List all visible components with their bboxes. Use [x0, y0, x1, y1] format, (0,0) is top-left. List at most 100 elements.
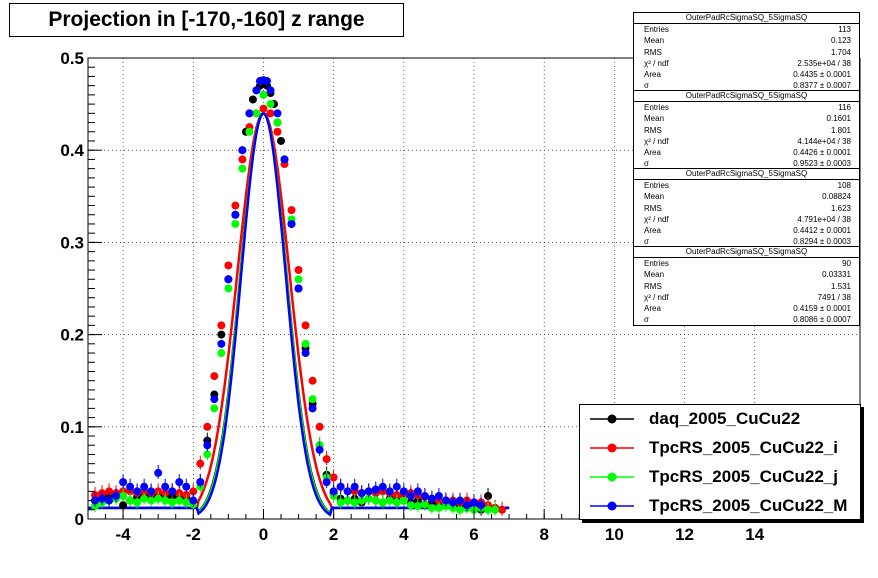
data-point — [252, 86, 261, 95]
data-point — [392, 482, 401, 491]
stat-value: 0.123 — [830, 36, 851, 46]
data-point — [371, 496, 380, 505]
stat-label: χ² / ndf — [644, 58, 669, 68]
data-point — [210, 395, 219, 404]
x-tick-label: -2 — [186, 525, 201, 544]
data-point — [238, 155, 247, 164]
stat-row: Mean 0.03331 — [634, 269, 859, 280]
stat-row: RMS 1.623 — [634, 203, 859, 214]
stat-label: Mean — [644, 192, 665, 202]
data-point — [175, 496, 184, 505]
data-point — [266, 86, 275, 95]
data-point — [140, 482, 149, 491]
data-point — [182, 482, 191, 491]
data-point — [294, 284, 303, 293]
stat-value: 0.4159 ± 0.0001 — [793, 304, 851, 314]
data-point — [477, 501, 486, 510]
stat-row: σ 0.8294 ± 0.0003 — [634, 236, 859, 247]
data-point — [273, 127, 282, 136]
stat-label: χ² / ndf — [644, 214, 669, 224]
legend-entry: TpcRS_2005_CuCu22_i — [580, 434, 860, 463]
stat-box: OuterPadRcSigmaSQ_5SigmaSQ Entries 113 Mean… — [633, 12, 860, 92]
data-point — [168, 487, 177, 496]
data-point — [322, 478, 331, 487]
data-point — [329, 487, 338, 496]
data-point — [336, 482, 345, 491]
data-point — [245, 127, 254, 136]
fit-curve — [88, 111, 510, 516]
data-point — [231, 219, 240, 228]
data-point — [491, 505, 500, 514]
stat-value: 0.8377 ± 0.0007 — [793, 81, 851, 91]
data-point — [133, 498, 142, 507]
data-point — [119, 501, 128, 510]
data-point — [217, 330, 226, 339]
legend-entry: TpcRS_2005_CuCu22_j — [580, 463, 860, 492]
stat-label: Area — [644, 148, 661, 158]
data-point — [343, 487, 352, 496]
x-tick-label: -4 — [116, 525, 132, 544]
legend-label: TpcRS_2005_CuCu22_M — [649, 496, 848, 515]
stat-row: RMS 1.704 — [634, 47, 859, 58]
data-point — [203, 441, 212, 450]
legend-marker — [590, 443, 634, 453]
stat-row: Mean 0.08824 — [634, 191, 859, 202]
data-point — [175, 478, 184, 487]
stat-value: 4.144e+04 / 38 — [797, 136, 851, 146]
stat-row: σ 0.8377 ± 0.0007 — [634, 80, 859, 91]
stat-value: 7491 / 38 — [817, 292, 851, 302]
y-tick-label: 0.2 — [60, 326, 84, 345]
stat-value: 4.791e+04 / 38 — [797, 214, 851, 224]
stat-box: OuterPadRcSigmaSQ_5SigmaSQ Entries 108 Mean… — [633, 168, 860, 248]
data-point — [343, 496, 352, 505]
stat-row: χ² / ndf 7491 / 38 — [634, 292, 859, 303]
data-point — [427, 503, 436, 512]
x-tick-label: 4 — [399, 525, 409, 544]
data-point — [252, 109, 261, 118]
data-point — [336, 498, 345, 507]
stat-row: Area 0.4412 ± 0.0001 — [634, 225, 859, 236]
stat-value: 90 — [842, 259, 851, 268]
stat-label: Mean — [644, 270, 665, 280]
data-point — [126, 482, 135, 491]
data-point — [182, 498, 191, 507]
data-point — [168, 498, 177, 507]
data-point — [189, 487, 198, 496]
data-point — [294, 266, 303, 275]
stat-label: RMS — [644, 203, 662, 213]
stat-label: Mean — [644, 114, 665, 124]
data-point — [262, 77, 271, 86]
legend-label: daq_2005_CuCu22 — [649, 409, 801, 428]
stat-value: 0.03331 — [822, 270, 851, 280]
stat-value: 116 — [838, 103, 851, 112]
stat-label: σ — [644, 159, 649, 169]
stat-row: χ² / ndf 2.535e+04 / 38 — [634, 58, 859, 69]
data-point — [217, 321, 226, 330]
data-point — [161, 482, 170, 491]
data-point — [126, 496, 135, 505]
data-point — [308, 404, 317, 413]
data-point — [406, 491, 415, 500]
data-point — [434, 491, 443, 500]
data-point — [378, 498, 387, 507]
stat-row: Entries 108 — [634, 180, 859, 191]
data-point — [91, 496, 100, 505]
stat-value: 0.08824 — [822, 192, 851, 202]
stat-box-title: OuterPadRcSigmaSQ_5SigmaSQ — [634, 91, 859, 102]
stat-label: σ — [644, 81, 649, 91]
data-point — [413, 487, 422, 496]
stat-row: Area 0.4426 ± 0.0001 — [634, 147, 859, 158]
stat-label: RMS — [644, 125, 662, 135]
data-point — [427, 494, 436, 503]
stat-row: χ² / ndf 4.791e+04 / 38 — [634, 214, 859, 225]
stat-box-title: OuterPadRcSigmaSQ_5SigmaSQ — [634, 247, 859, 258]
stat-row: σ 0.8086 ± 0.0007 — [634, 314, 859, 325]
data-point — [231, 201, 240, 210]
data-point — [357, 489, 366, 498]
data-point — [154, 494, 163, 503]
stat-row: Entries 113 — [634, 24, 859, 35]
fit-curve — [88, 111, 510, 517]
data-point — [413, 502, 422, 511]
x-tick-label: 8 — [539, 525, 548, 544]
x-tick-label: 12 — [675, 525, 694, 544]
